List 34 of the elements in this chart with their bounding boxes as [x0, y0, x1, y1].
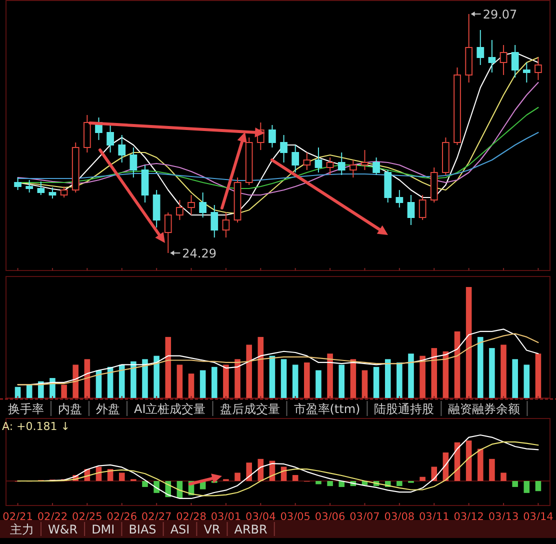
x-tick-label: 03/04	[246, 511, 276, 523]
text: 内盘	[58, 402, 82, 416]
x-tick-label: 02/26	[106, 511, 138, 523]
x-tick-label: 02/22	[37, 511, 68, 523]
text: 陆股通持股	[374, 402, 434, 416]
text: 外盘	[96, 402, 120, 416]
text: ASI	[170, 522, 190, 536]
text: 盘后成交量	[220, 402, 280, 416]
text: W&R	[48, 522, 78, 536]
x-tick-label: 02/27	[141, 511, 172, 523]
text: ARBR	[234, 522, 268, 536]
text: A: +0.181 ↓	[2, 420, 70, 433]
text: VR	[204, 522, 220, 536]
text: 换手率	[8, 402, 44, 416]
x-tick-label: 03/12	[454, 511, 484, 523]
annotation: 24.29	[182, 246, 216, 260]
x-tick-label: 03/05	[280, 511, 310, 523]
text: BIAS	[128, 522, 156, 536]
x-tick-label: 03/07	[350, 511, 380, 523]
x-tick-label: 03/08	[384, 511, 415, 523]
x-tick-label: 03/06	[314, 511, 346, 523]
x-tick-label: 03/14	[523, 511, 554, 523]
x-tick-label: 02/21	[2, 511, 33, 523]
x-tick-label: 03/13	[488, 511, 519, 523]
text: 主力	[10, 522, 34, 536]
x-tick-label: 02/28	[176, 511, 206, 523]
text: AI立桩成交量	[134, 402, 206, 416]
x-tick-label: 03/01	[210, 511, 242, 523]
text: 融资融券余额	[448, 402, 520, 416]
text: 市盈率(ttm)	[294, 402, 360, 416]
text: DMI	[92, 522, 115, 536]
x-tick-label: 03/11	[419, 511, 450, 523]
annotation: 29.07	[482, 8, 518, 22]
x-tick-label: 02/25	[72, 511, 102, 523]
